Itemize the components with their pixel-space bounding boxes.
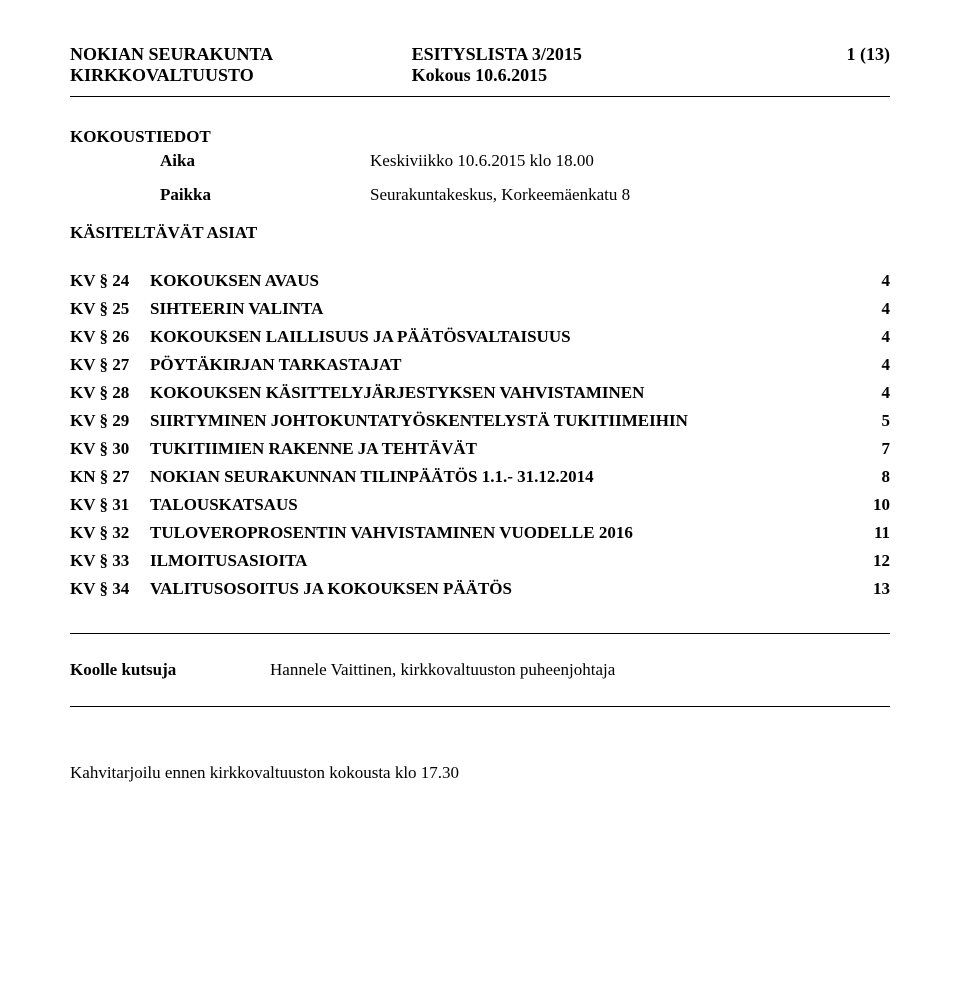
- agenda-row: KV § 30TUKITIIMIEN RAKENNE JA TEHTÄVÄT7: [70, 439, 890, 459]
- agenda-row: KV § 25SIHTEERIN VALINTA4: [70, 299, 890, 319]
- agenda-page: 4: [850, 383, 890, 403]
- agenda-label: KOKOUKSEN AVAUS: [150, 271, 850, 291]
- agenda-ref: KV § 25: [70, 299, 150, 319]
- document-page: NOKIAN SEURAKUNTA KIRKKOVALTUUSTO ESITYS…: [0, 0, 960, 813]
- header-doc-title-block: ESITYSLISTA 3/2015 Kokous 10.6.2015: [412, 44, 672, 86]
- agenda-ref: KV § 31: [70, 495, 150, 515]
- agenda-row: KV § 24KOKOUKSEN AVAUS4: [70, 271, 890, 291]
- agenda-label: TULOVEROPROSENTIN VAHVISTAMINEN VUODELLE…: [150, 523, 850, 543]
- place-label: Paikka: [70, 185, 370, 205]
- agenda-page: 11: [850, 523, 890, 543]
- agenda-label: NOKIAN SEURAKUNNAN TILINPÄÄTÖS 1.1.- 31.…: [150, 467, 850, 487]
- agenda-label: VALITUSOSOITUS JA KOKOUKSEN PÄÄTÖS: [150, 579, 850, 599]
- agenda-ref: KV § 33: [70, 551, 150, 571]
- agenda-page: 4: [850, 299, 890, 319]
- org-line-2: KIRKKOVALTUUSTO: [70, 65, 273, 86]
- agenda-label: KOKOUKSEN LAILLISUUS JA PÄÄTÖSVALTAISUUS: [150, 327, 850, 347]
- document-header: NOKIAN SEURAKUNTA KIRKKOVALTUUSTO ESITYS…: [70, 44, 890, 86]
- agenda-ref: KV § 24: [70, 271, 150, 291]
- header-org: NOKIAN SEURAKUNTA KIRKKOVALTUUSTO: [70, 44, 273, 86]
- agenda-label: SIHTEERIN VALINTA: [150, 299, 850, 319]
- agenda-row: KV § 29SIIRTYMINEN JOHTOKUNTATYÖSKENTELY…: [70, 411, 890, 431]
- agenda-page: 4: [850, 355, 890, 375]
- header-divider: [70, 96, 890, 97]
- agenda-row: KV § 33ILMOITUSASIOITA12: [70, 551, 890, 571]
- doc-title: ESITYSLISTA 3/2015: [412, 44, 672, 65]
- page-indicator: 1 (13): [810, 44, 890, 86]
- meeting-info-block: KOKOUSTIEDOT Aika Keskiviikko 10.6.2015 …: [70, 127, 890, 205]
- agenda-page: 10: [850, 495, 890, 515]
- agenda-row: KV § 27PÖYTÄKIRJAN TARKASTAJAT4: [70, 355, 890, 375]
- agenda-page: 8: [850, 467, 890, 487]
- agenda-page: 5: [850, 411, 890, 431]
- agenda-label: SIIRTYMINEN JOHTOKUNTATYÖSKENTELYSTÄ TUK…: [150, 411, 850, 431]
- bottom-note: Kahvitarjoilu ennen kirkkovaltuuston kok…: [70, 763, 890, 783]
- agenda-row: KV § 31TALOUSKATSAUS10: [70, 495, 890, 515]
- agenda-row: KN § 27NOKIAN SEURAKUNNAN TILINPÄÄTÖS 1.…: [70, 467, 890, 487]
- meeting-line: Kokous 10.6.2015: [412, 65, 672, 86]
- org-line-1: NOKIAN SEURAKUNTA: [70, 44, 273, 65]
- agenda-label: KOKOUKSEN KÄSITTELYJÄRJESTYKSEN VAHVISTA…: [150, 383, 850, 403]
- convener-label: Koolle kutsuja: [70, 660, 270, 680]
- meeting-info-label: KOKOUSTIEDOT: [70, 127, 280, 147]
- agenda-page: 4: [850, 327, 890, 347]
- agenda-ref: KV § 34: [70, 579, 150, 599]
- time-label: Aika: [70, 151, 370, 171]
- agenda-page: 13: [850, 579, 890, 599]
- agenda-row: KV § 32TULOVEROPROSENTIN VAHVISTAMINEN V…: [70, 523, 890, 543]
- agenda-label: TALOUSKATSAUS: [150, 495, 850, 515]
- agenda-page: 7: [850, 439, 890, 459]
- agenda-ref: KV § 28: [70, 383, 150, 403]
- agenda-label: ILMOITUSASIOITA: [150, 551, 850, 571]
- agenda-row: KV § 34VALITUSOSOITUS JA KOKOUKSEN PÄÄTÖ…: [70, 579, 890, 599]
- agenda-title: KÄSITELTÄVÄT ASIAT: [70, 223, 890, 243]
- agenda-page: 12: [850, 551, 890, 571]
- agenda-label: PÖYTÄKIRJAN TARKASTAJAT: [150, 355, 850, 375]
- agenda-ref: KV § 29: [70, 411, 150, 431]
- agenda-row: KV § 26KOKOUKSEN LAILLISUUS JA PÄÄTÖSVAL…: [70, 327, 890, 347]
- convener-value: Hannele Vaittinen, kirkkovaltuuston puhe…: [270, 660, 890, 680]
- agenda-ref: KV § 32: [70, 523, 150, 543]
- agenda-list: KV § 24KOKOUKSEN AVAUS4KV § 25SIHTEERIN …: [70, 271, 890, 599]
- place-value: Seurakuntakeskus, Korkeemäenkatu 8: [370, 185, 630, 205]
- agenda-ref: KV § 27: [70, 355, 150, 375]
- time-value: Keskiviikko 10.6.2015 klo 18.00: [370, 151, 594, 171]
- agenda-label: TUKITIIMIEN RAKENNE JA TEHTÄVÄT: [150, 439, 850, 459]
- convener-block: Koolle kutsuja Hannele Vaittinen, kirkko…: [70, 633, 890, 707]
- agenda-ref: KN § 27: [70, 467, 150, 487]
- agenda-row: KV § 28KOKOUKSEN KÄSITTELYJÄRJESTYKSEN V…: [70, 383, 890, 403]
- agenda-ref: KV § 26: [70, 327, 150, 347]
- agenda-page: 4: [850, 271, 890, 291]
- agenda-ref: KV § 30: [70, 439, 150, 459]
